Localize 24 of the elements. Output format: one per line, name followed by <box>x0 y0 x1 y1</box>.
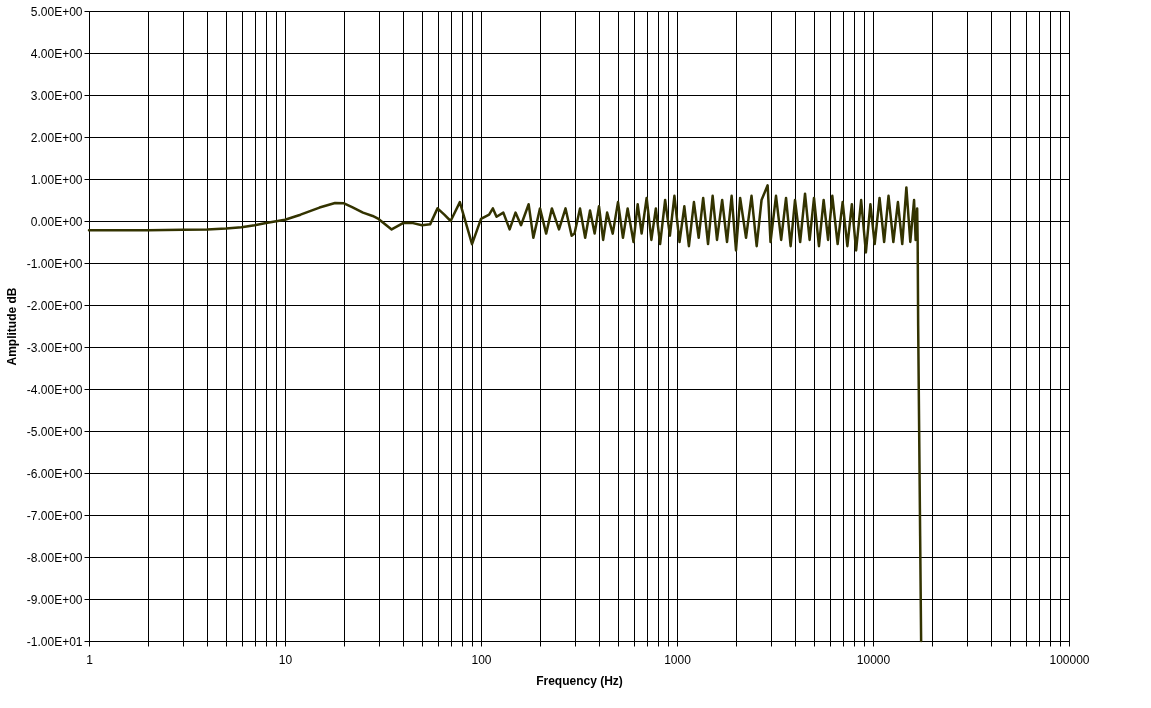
y-tick-label: -1.00E+00 <box>26 256 83 271</box>
y-tick-label: -6.00E+00 <box>26 466 83 481</box>
y-tick-label: 3.00E+00 <box>30 88 83 103</box>
y-tick-label: 5.00E+00 <box>30 4 83 19</box>
y-tick-label: -1.00E+01 <box>26 634 83 649</box>
y-tick-label: -5.00E+00 <box>26 424 83 439</box>
y-tick-label: -2.00E+00 <box>26 298 83 313</box>
y-tick-label: 0.00E+00 <box>30 214 83 229</box>
y-axis-title: Amplitude dB <box>4 287 19 366</box>
x-tick-label: 1000 <box>664 652 692 667</box>
y-tick-label: -8.00E+00 <box>26 550 83 565</box>
y-tick-label: -9.00E+00 <box>26 592 83 607</box>
y-tick-label: -4.00E+00 <box>26 382 83 397</box>
x-tick-label: 10000 <box>856 652 891 667</box>
x-tick-label: 1 <box>86 652 94 667</box>
y-tick-label: 4.00E+00 <box>30 46 83 61</box>
x-tick-label: 10 <box>278 652 293 667</box>
y-tick-label: -3.00E+00 <box>26 340 83 355</box>
y-tick-label: 2.00E+00 <box>30 130 83 145</box>
x-tick-label: 100000 <box>1049 652 1090 667</box>
y-tick-label: 1.00E+00 <box>30 172 83 187</box>
y-tick-label: -7.00E+00 <box>26 508 83 523</box>
x-axis-title: Frequency (Hz) <box>536 673 623 688</box>
x-tick-label: 100 <box>471 652 492 667</box>
